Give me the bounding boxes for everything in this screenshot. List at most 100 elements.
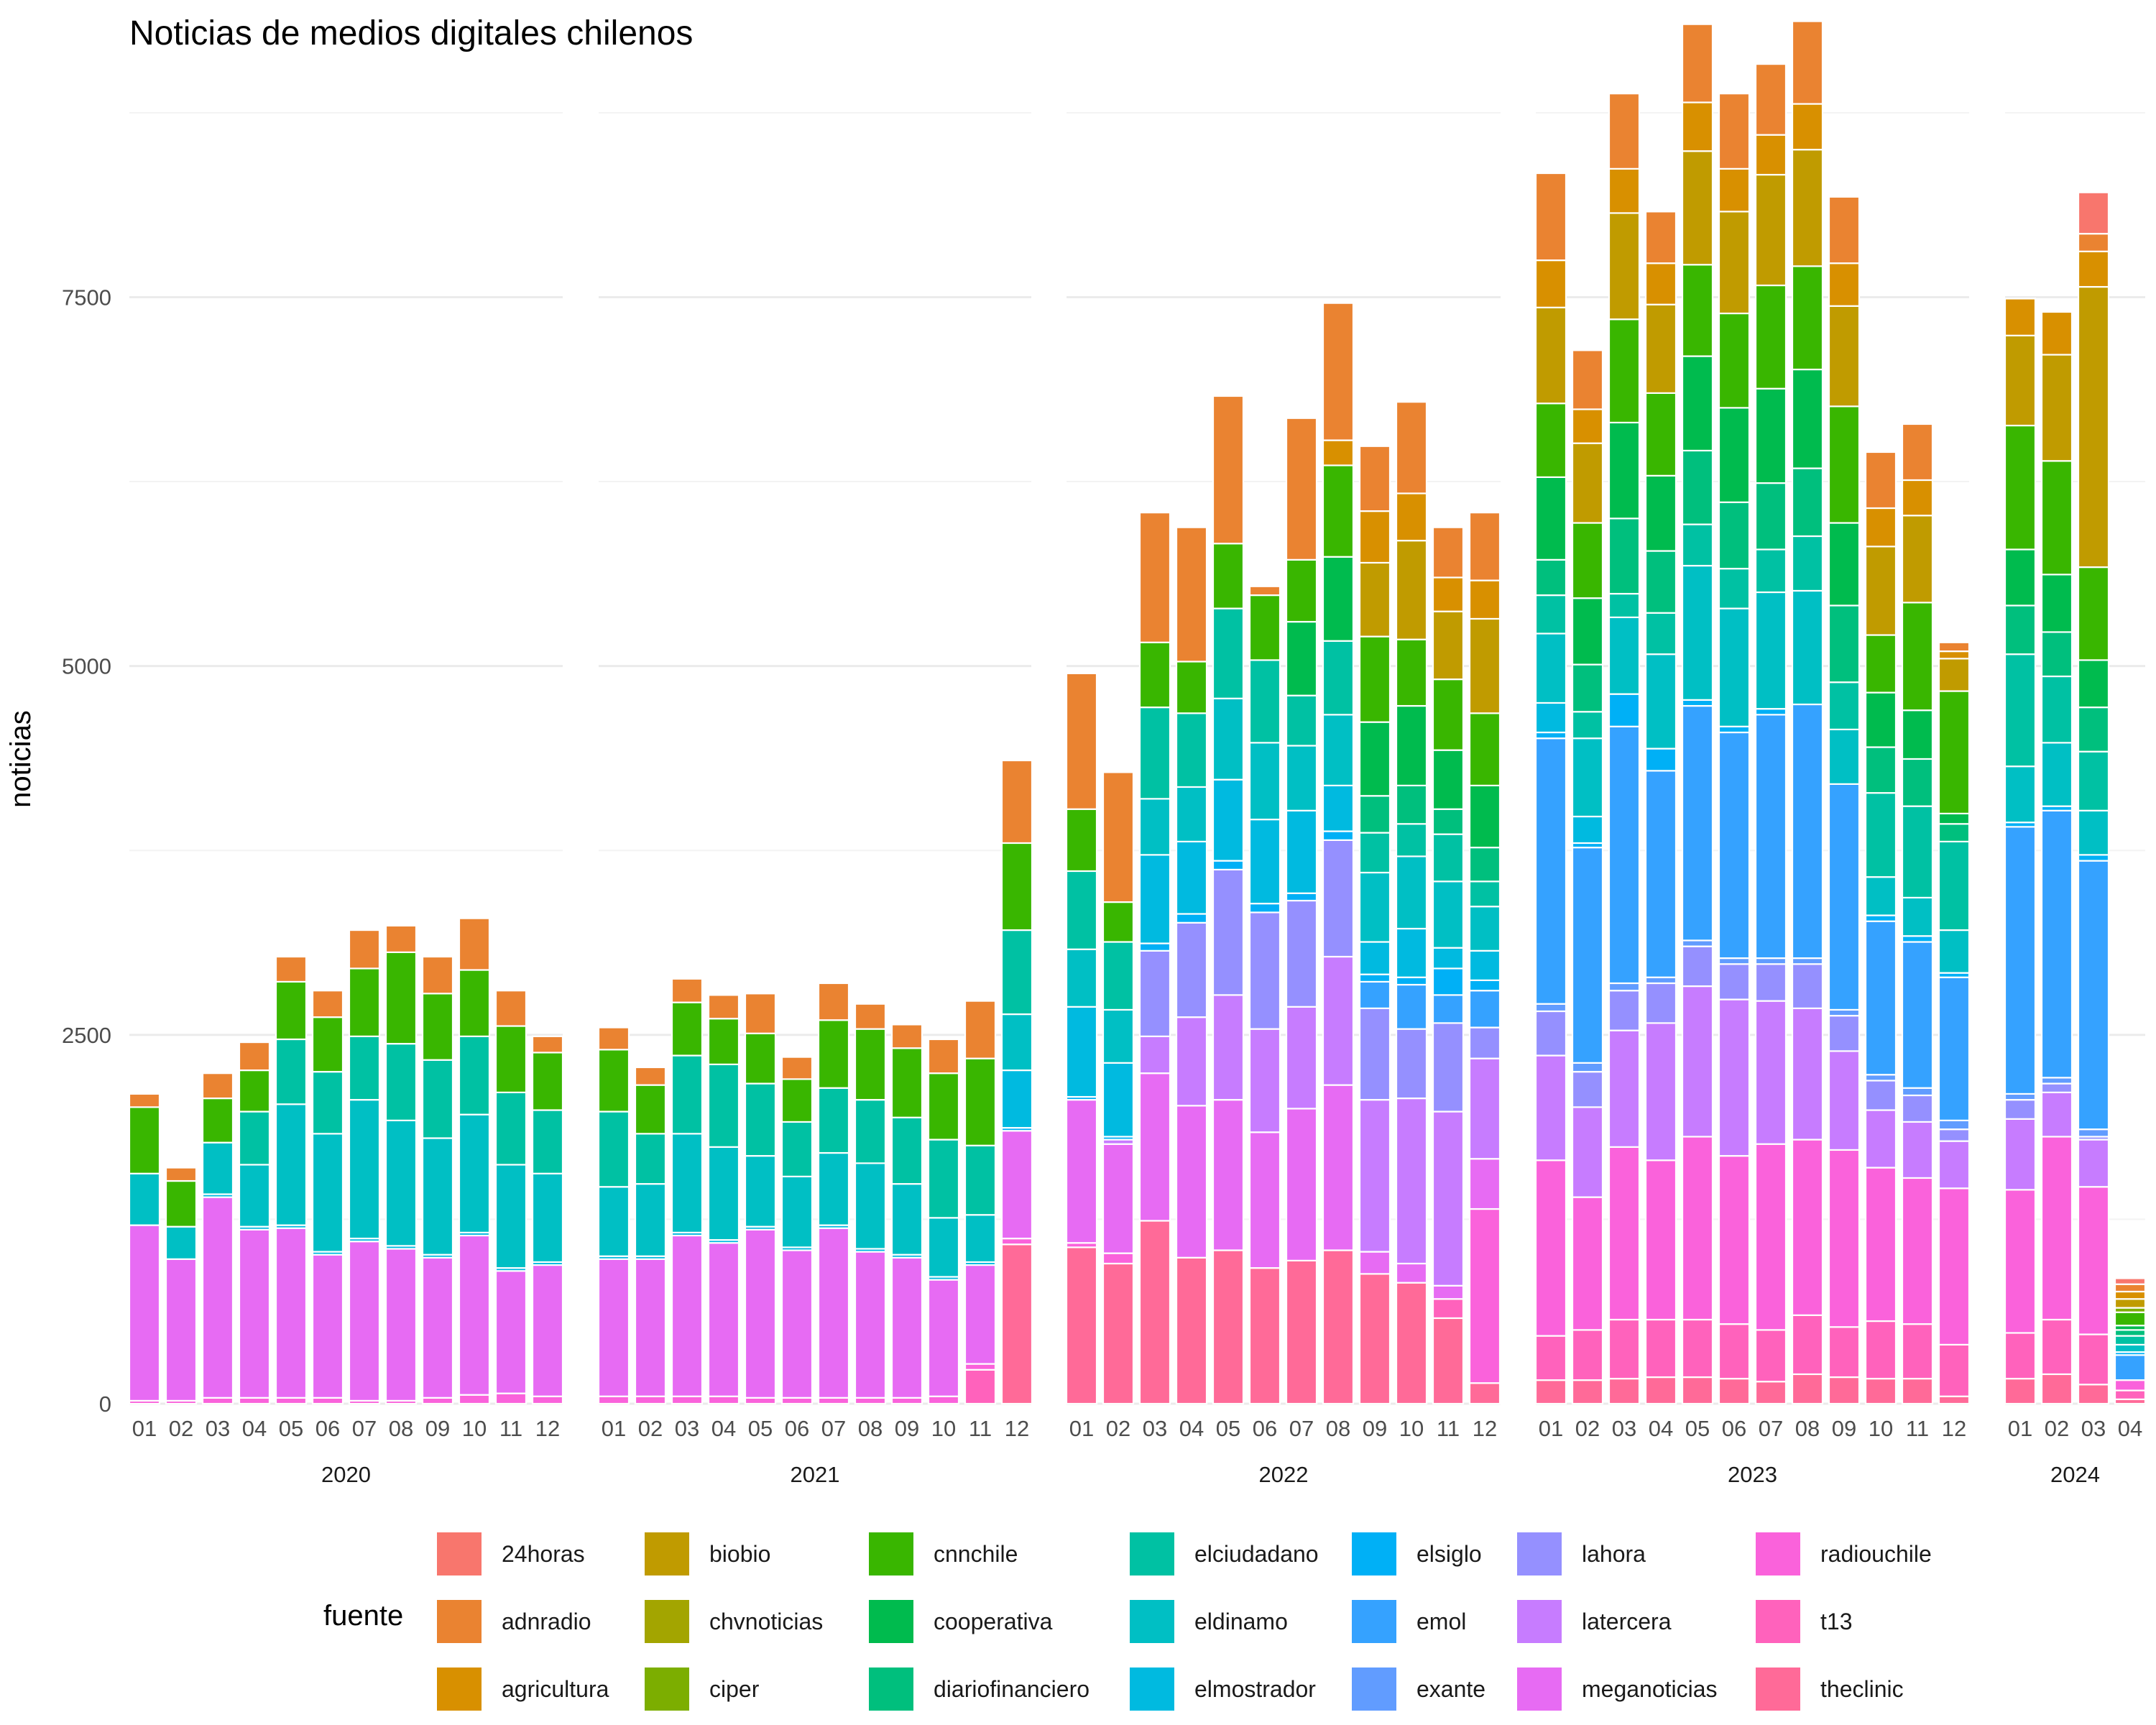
bar-segment-elciudadano <box>1138 707 1171 800</box>
bar-segment-eldinamo <box>927 1217 960 1278</box>
bar-segment-eldinamo <box>744 1155 777 1228</box>
bar-segment-elciudadano <box>2114 1335 2147 1346</box>
bar-segment-elciudadano <box>494 1091 528 1166</box>
bar-segment-t13 <box>1432 1298 1465 1320</box>
bar-segment-meganoticias <box>494 1270 528 1394</box>
bar-segment-adnradio <box>1938 641 1971 653</box>
x-tick-label: 05 <box>279 1416 303 1441</box>
year-strip-label: 2020 <box>321 1462 371 1487</box>
bar-segment-eldinamo <box>2077 809 2110 856</box>
bar-segment-elmostrador <box>1322 784 1355 832</box>
bar-segment-cnnchile <box>1065 808 1098 873</box>
bar-segment-eldinamo <box>1791 589 1824 706</box>
bar-segment-cooperativa <box>1432 749 1465 810</box>
bar-segment-theclinic <box>1644 1376 1677 1405</box>
bar-segment-elciudadano <box>634 1133 667 1185</box>
bar-segment-elciudadano <box>384 1043 418 1121</box>
bar-segment-biobio <box>2077 285 2110 569</box>
bar-segment-agricultura <box>2040 310 2073 356</box>
legend-title: fuente <box>323 1600 403 1632</box>
bar-segment-radiouchile <box>854 1397 887 1405</box>
bar-segment-theclinic <box>1681 1376 1714 1405</box>
bar-segment-meganoticias <box>1248 1131 1281 1269</box>
x-tick-label: 09 <box>895 1416 919 1441</box>
bar-segment-eldinamo <box>634 1183 667 1257</box>
bar-segment-meganoticias <box>458 1234 491 1396</box>
bar-segment-theclinic <box>1534 1379 1567 1405</box>
bar-segment-cnnchile <box>964 1057 997 1146</box>
bar-segment-meganoticias <box>1212 1099 1245 1251</box>
legend-key-biobio <box>645 1532 689 1576</box>
bar-segment-adnradio <box>1358 445 1391 512</box>
bar-segment-cnnchile <box>1608 318 1641 424</box>
bar-segment-radiouchile <box>671 1395 704 1405</box>
bar-segment-agricultura <box>1534 259 1567 308</box>
bar-segment-eldinamo <box>1608 616 1641 695</box>
bar-segment-eldinamo <box>458 1113 491 1233</box>
bar-segment-radiouchile <box>1000 1237 1033 1246</box>
bar-segment-cnnchile <box>1138 641 1171 709</box>
bar-segment-agricultura <box>1754 134 1787 176</box>
bar-segment-lahora <box>1534 1010 1567 1057</box>
bar-segment-elmostrador <box>1138 854 1171 944</box>
legend-label-cnnchile: cnnchile <box>934 1541 1018 1567</box>
legend-label-elmostrador: elmostrador <box>1194 1676 1316 1702</box>
bar-segment-latercera <box>2004 1118 2037 1191</box>
bar-segment-eldinamo <box>1864 876 1897 916</box>
bar-segment-cnnchile <box>275 980 308 1041</box>
bar-segment-eldinamo <box>2004 765 2037 824</box>
bar-segment-t13 <box>1901 1323 1934 1380</box>
bar-segment-agricultura <box>1901 479 1934 517</box>
bar-segment-emol <box>1864 920 1897 1076</box>
legend-label-ciper: ciper <box>709 1676 760 1702</box>
bar-segment-emol <box>1791 703 1824 960</box>
bar-segment-biobio <box>1681 150 1714 266</box>
bar-segment-diariofinanciero <box>1395 784 1428 825</box>
legend-key-agricultura <box>437 1668 482 1711</box>
bar-segment-cnnchile <box>2040 460 2073 576</box>
bars <box>128 20 2147 1405</box>
bar-segment-t13 <box>1864 1320 1897 1380</box>
bar-segment-cnnchile <box>1468 712 1501 786</box>
bar-segment-adnradio <box>1248 585 1281 597</box>
y-tick-label: 5000 <box>62 654 111 679</box>
bar-segment-eldinamo <box>817 1151 850 1226</box>
bar-segment-elsiglo <box>1248 903 1281 914</box>
bar-segment-eldinamo <box>1322 714 1355 786</box>
bar-segment-lahora <box>1681 945 1714 988</box>
bar-segment-emol <box>1432 994 1465 1024</box>
bar-segment-adnradio <box>1212 395 1245 545</box>
bar-segment-exante <box>2004 1092 2037 1101</box>
bar-segment-adnradio <box>275 955 308 983</box>
bar-segment-elciudadano <box>890 1116 923 1185</box>
legend-key-elsiglo <box>1352 1532 1396 1576</box>
bar-segment-lahora <box>1791 963 1824 1009</box>
bar-segment-elmostrador <box>1000 1069 1033 1129</box>
bar-segment-cnnchile <box>128 1106 161 1174</box>
bar-segment-adnradio <box>1864 451 1897 510</box>
bar-segment-elmostrador <box>1571 815 1604 845</box>
bar-segment-cnnchile <box>927 1072 960 1141</box>
bar-segment-latercera <box>1791 1007 1824 1141</box>
bar-segment-emol <box>2077 860 2110 1131</box>
bar-segment-radiouchile <box>890 1397 923 1405</box>
bar-segment-lahora <box>1248 911 1281 1030</box>
x-tick-label: 11 <box>499 1416 522 1441</box>
bar-segment-elsiglo <box>1901 935 1934 943</box>
bar-segment-eldinamo <box>348 1099 381 1240</box>
bar-segment-elsiglo <box>1212 860 1245 871</box>
bar-segment-lahora <box>1901 1094 1934 1123</box>
bar-segment-elciudadano <box>1212 607 1245 699</box>
bar-segment-latercera <box>1938 1140 1971 1190</box>
bar-segment-eldinamo <box>1102 1008 1135 1064</box>
bar-segment-elsiglo <box>1534 731 1567 740</box>
bar-segment-radiouchile <box>1534 1159 1567 1337</box>
x-tick-label: 07 <box>1759 1416 1783 1441</box>
bar-segment-theclinic <box>1791 1373 1824 1405</box>
legend-key-meganoticias <box>1517 1668 1562 1711</box>
bar-segment-elciudadano <box>1571 711 1604 740</box>
bar-segment-theclinic <box>1718 1378 1751 1405</box>
bar-segment-cnnchile <box>1938 690 1971 815</box>
bar-segment-elciudadano <box>1534 594 1567 635</box>
x-tick-label: 01 <box>1069 1416 1094 1441</box>
